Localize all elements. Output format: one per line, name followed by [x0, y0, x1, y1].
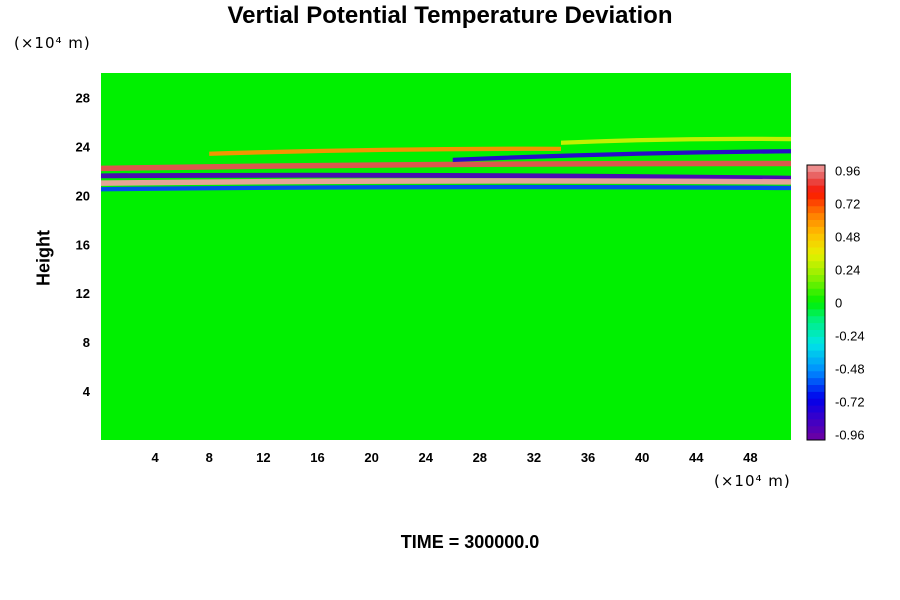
x-tick-label: 12 [256, 450, 270, 465]
colorbar-tick-label: 0.24 [835, 263, 860, 278]
x-tick-label: 48 [743, 450, 757, 465]
colorbar-tick-label: -0.24 [835, 329, 865, 344]
colorbar-segment [807, 323, 825, 331]
colorbar-tick-label: -0.72 [835, 395, 865, 410]
time-label: TIME = 300000.0 [400, 532, 540, 552]
colorbar-tick-label: -0.96 [835, 428, 865, 443]
x-tick-label: 40 [635, 450, 649, 465]
colorbar-segment [807, 405, 825, 413]
colorbar-segment [807, 364, 825, 372]
colorbar-segment [807, 268, 825, 276]
field-band [101, 160, 791, 172]
colorbar-tick-label: 0.96 [835, 164, 860, 179]
colorbar-segment [807, 261, 825, 269]
x-tick-label: 20 [364, 450, 378, 465]
colorbar-tick-label: -0.48 [835, 362, 865, 377]
y-tick-label: 28 [76, 90, 90, 105]
x-tick-label: 28 [473, 450, 487, 465]
x-tick-label: 8 [206, 450, 213, 465]
colorbar-segment [807, 199, 825, 207]
colorbar-segment [807, 240, 825, 248]
field-background [101, 73, 791, 440]
colorbar-frame [806, 164, 826, 441]
plot-area [101, 73, 791, 440]
field-band [452, 149, 791, 162]
colorbar-tick-label: 0.48 [835, 230, 860, 245]
y-tick-label: 16 [76, 237, 90, 252]
colorbar-segment [807, 343, 825, 352]
colorbar-segment [807, 165, 825, 173]
field-band [101, 184, 791, 192]
colorbar-segment [807, 330, 825, 338]
colorbar-segment [807, 433, 825, 441]
colorbar-segment [807, 178, 825, 187]
colorbar-segment [807, 295, 825, 303]
colorbar: 0.96 0.72 0.48 0.24 0 -0.24 -0.48 -0.72 -0.96 [806, 164, 865, 443]
y-tick-label: 12 [76, 286, 90, 301]
y-tick-label: 8 [83, 335, 90, 350]
colorbar-segment [807, 220, 825, 228]
colorbar-segment [807, 213, 825, 221]
colorbar-segment [807, 336, 825, 345]
x-axis-unit: (×10⁴ m) [714, 472, 791, 490]
colorbar-segment [807, 254, 825, 262]
colorbar-segment [807, 357, 825, 365]
colorbar-tick-label: 0.72 [835, 197, 860, 212]
colorbar-segment [807, 378, 825, 386]
colorbar-segment [807, 233, 825, 242]
colorbar-segment [807, 398, 825, 407]
x-tick-label: 16 [310, 450, 324, 465]
colorbar-segment [807, 385, 825, 393]
x-tick-label: 36 [581, 450, 595, 465]
colorbar-segment [807, 275, 825, 283]
colorbar-segment [807, 281, 825, 290]
y-axis-unit: (×10⁴ m) [14, 34, 91, 52]
y-axis-ticks: 4 8 12 16 20 24 28 [76, 90, 91, 399]
colorbar-segment [807, 288, 825, 297]
chart-title: Vertial Potential Temperature Deviation [227, 2, 673, 29]
colorbar-segment [807, 316, 825, 324]
y-tick-label: 20 [76, 188, 90, 203]
x-tick-label: 4 [152, 450, 160, 465]
x-tick-label: 44 [689, 450, 704, 465]
field-band [101, 178, 791, 186]
colorbar-segment [807, 419, 825, 427]
colorbar-segment [807, 391, 825, 400]
colorbar-segment [807, 426, 825, 434]
colorbar-segment [807, 171, 825, 180]
colorbar-segment [807, 309, 825, 317]
colorbar-segment [807, 302, 825, 310]
colorbar-segment [807, 226, 825, 235]
y-tick-label: 4 [83, 384, 91, 399]
x-tick-label: 24 [418, 450, 433, 465]
x-tick-label: 32 [527, 450, 541, 465]
colorbar-segment [807, 350, 825, 358]
y-tick-label: 24 [76, 139, 91, 154]
field-band [561, 136, 791, 145]
colorbar-tick-label: 0 [835, 296, 842, 311]
colorbar-segment [807, 185, 825, 193]
field-band [209, 146, 561, 156]
colorbar-segment [807, 412, 825, 420]
x-axis-ticks: 4 8 12 16 20 24 28 32 36 40 44 48 [152, 450, 758, 465]
colorbar-segment [807, 371, 825, 379]
colorbar-segment [807, 192, 825, 200]
colorbar-segment [807, 206, 825, 214]
colorbar-segment [807, 247, 825, 255]
